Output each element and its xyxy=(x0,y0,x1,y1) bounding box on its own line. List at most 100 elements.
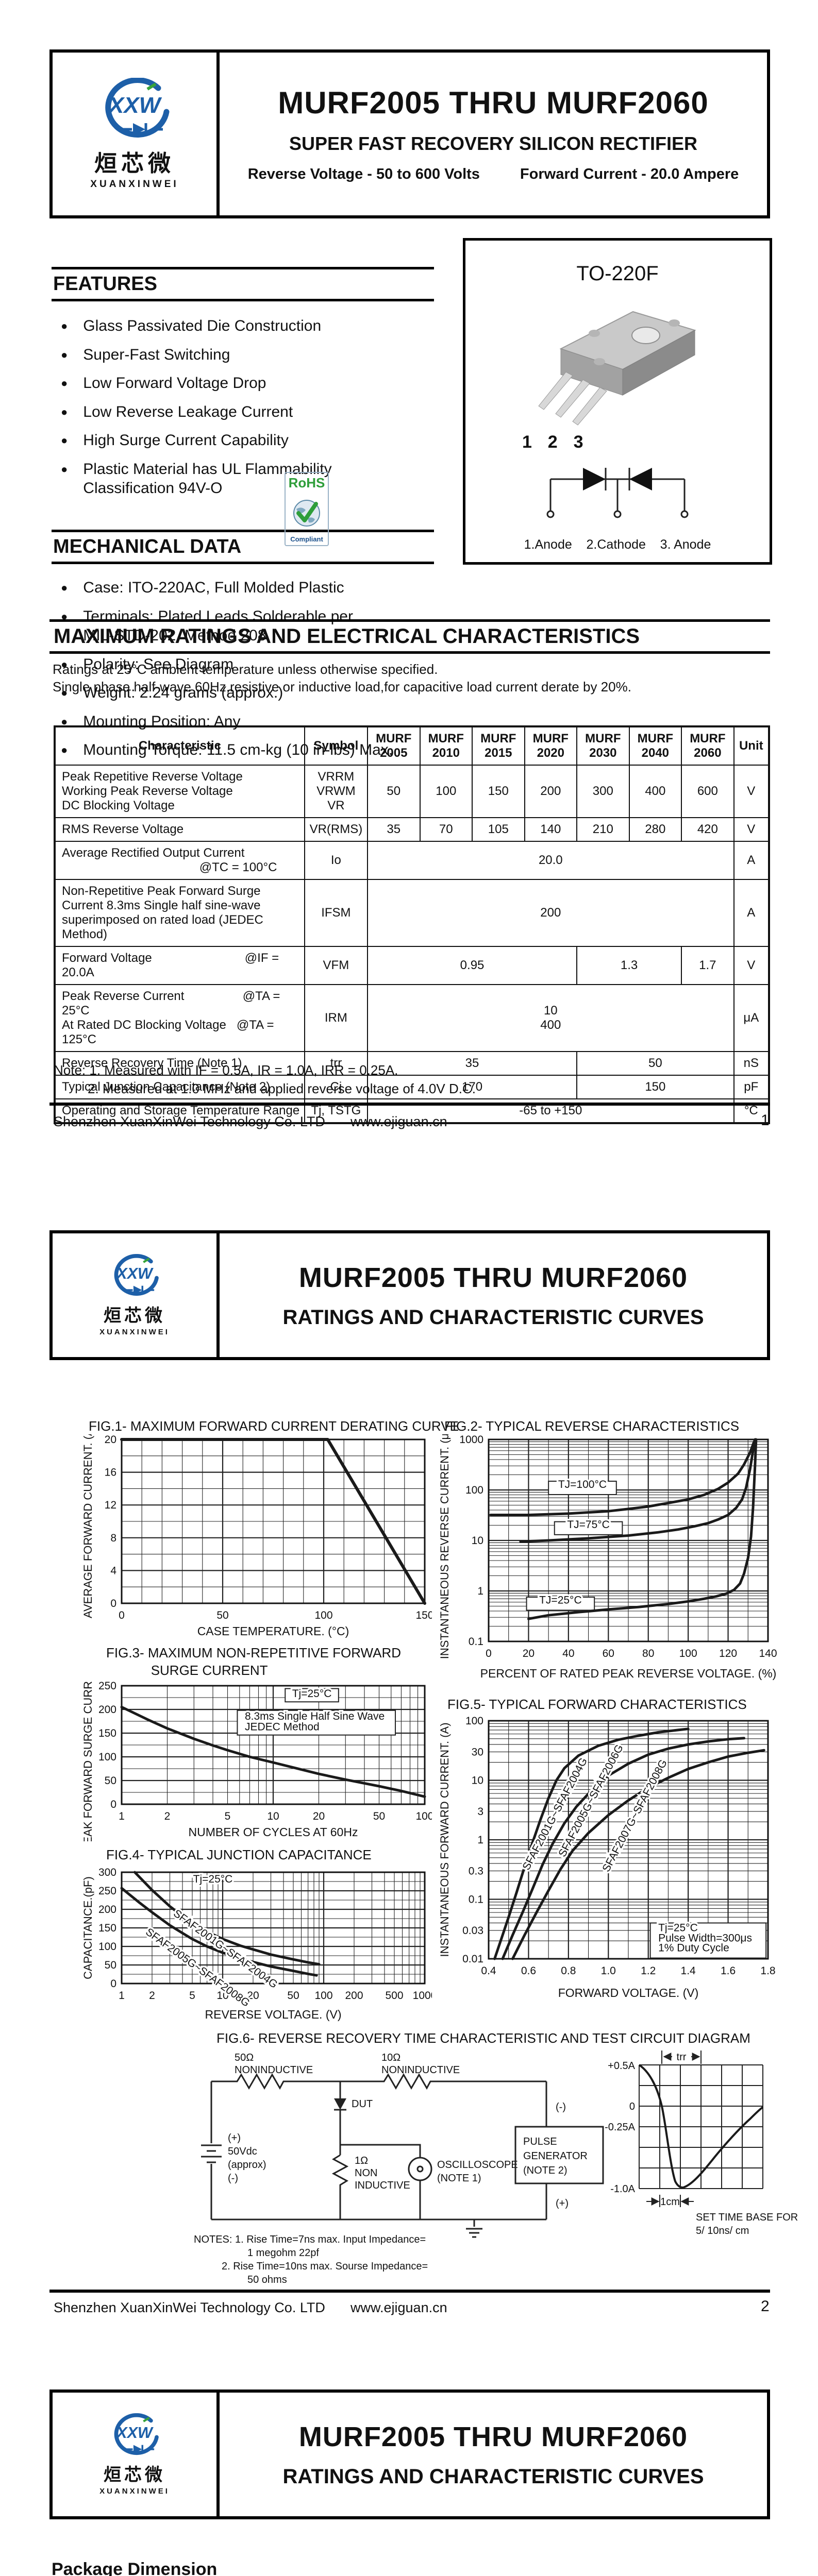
svg-text:CAPACITANCE.(pF): CAPACITANCE.(pF) xyxy=(81,1876,94,1979)
svg-text:150: 150 xyxy=(98,1922,116,1934)
svg-text:1000: 1000 xyxy=(459,1434,483,1446)
svg-text:30: 30 xyxy=(472,1746,483,1758)
col-header: MURF 2015 xyxy=(472,726,525,766)
spec-reverse-voltage: Reverse Voltage - 50 to 600 Volts xyxy=(247,166,480,182)
table-row: Reverse Recovery Time (Note 1) trr 35 50… xyxy=(54,1051,770,1076)
svg-text:140: 140 xyxy=(759,1648,777,1659)
svg-text:200: 200 xyxy=(98,1904,116,1916)
footer-company: Shenzhen XuanXinWei Technology Co. LTD xyxy=(54,2300,325,2315)
feature-item: Glass Passivated Die Construction xyxy=(61,316,442,336)
package-overview-box: TO-220F 1 2 3 1.Anode 2.Cathode 3. Anode xyxy=(463,238,772,565)
to220f-package-image xyxy=(538,311,696,426)
table-row: Peak Reverse Current @TA = 25°C At Rated… xyxy=(54,984,770,1052)
fig6-title: FIG.6- REVERSE RECOVERY TIME CHARACTERIS… xyxy=(216,2030,750,2046)
table-row: Non-Repetitive Peak Forward Surge Curren… xyxy=(54,879,770,947)
fig3-title: FIG.3- MAXIMUM NON-REPETITIVE FORWARD SU… xyxy=(106,1645,402,1678)
svg-text:TJ=75°C: TJ=75°C xyxy=(567,1519,610,1531)
table-header-row: Characteristic Symbol MURF 2005 MURF 201… xyxy=(54,726,770,766)
svg-text:100: 100 xyxy=(465,1716,483,1727)
svg-text:0.1: 0.1 xyxy=(469,1636,483,1648)
svg-text:100: 100 xyxy=(98,1751,116,1763)
pulse-gen-plus: (+) xyxy=(556,2198,569,2209)
feature-item: Plastic Material has UL Flammability Cla… xyxy=(61,460,442,498)
rohs-compliant-label: Compliant xyxy=(290,535,323,543)
feature-item: Low Reverse Leakage Current xyxy=(61,402,442,422)
footer-company: Shenzhen XuanXinWei Technology Co. LTD xyxy=(54,1114,325,1129)
table-row: Typical Junction Capacitance (Note 2) Cj… xyxy=(54,1075,770,1099)
resistor-50-label2: NONINDUCTIVE xyxy=(235,2064,313,2076)
fig6-note: 2. Rise Time=10ns max. Sourse Impedance= xyxy=(222,2261,428,2272)
rohs-label: RoHS xyxy=(288,475,325,490)
svg-text:1.0: 1.0 xyxy=(601,1965,616,1977)
footer-rule xyxy=(49,2290,770,2293)
pulse-gen-label2: GENERATOR xyxy=(523,2150,588,2162)
package-name: TO-220F xyxy=(576,262,659,285)
svg-text:1% Duty Cycle: 1% Duty Cycle xyxy=(658,1942,729,1954)
page-title: MURF2005 THRU MURF2060 xyxy=(278,86,709,120)
fig2-reverse-characteristics-chart: 0 20 40 60 80 100 120 140 0.1 1 10 100 1000 PERCENT O… xyxy=(438,1434,777,1680)
note-1: Note: 1. Measured with IF = 0.5A, IR = 1… xyxy=(54,1062,398,1078)
svg-text:5: 5 xyxy=(225,1810,231,1822)
svg-text:250: 250 xyxy=(98,1681,116,1692)
svg-text:3: 3 xyxy=(477,1806,483,1818)
svg-text:50: 50 xyxy=(105,1775,116,1787)
col-header: MURF 2030 xyxy=(576,726,630,766)
logo-mark-icon: XXW xyxy=(114,1254,159,1296)
svg-text:20: 20 xyxy=(313,1810,325,1822)
svg-text:1.6: 1.6 xyxy=(721,1965,736,1977)
svg-text:8.3ms Single Half Sine Wave: 8.3ms Single Half Sine Wave xyxy=(245,1710,385,1722)
svg-text:0.3: 0.3 xyxy=(469,1865,483,1877)
svg-text:0: 0 xyxy=(110,1978,116,1990)
resistor-1-label: 1Ω xyxy=(355,2155,368,2166)
feature-item: Low Forward Voltage Drop xyxy=(61,374,442,393)
fig3-surge-current-chart: 1 2 5 10 20 50 100 0 50 100 150 200 250 NUMBER OF CYC… xyxy=(81,1681,432,1841)
svg-text:1: 1 xyxy=(477,1834,483,1846)
svg-text:PERCENT OF RATED PEAK REVERSE: PERCENT OF RATED PEAK REVERSE VOLTAGE. (… xyxy=(480,1667,777,1680)
svg-text:5: 5 xyxy=(189,1990,195,2002)
svg-text:150: 150 xyxy=(98,1727,116,1739)
logo-chinese-name: 烜芯微 xyxy=(104,1306,165,1326)
pulse-gen-minus: (-) xyxy=(556,2102,566,2113)
ratings-condition-1: Ratings at 25°C ambient temperature unle… xyxy=(53,662,438,677)
svg-text:0.4: 0.4 xyxy=(481,1965,496,1977)
svg-text:50: 50 xyxy=(105,1959,116,1971)
col-header: MURF 2020 xyxy=(524,726,578,766)
svg-text:60: 60 xyxy=(603,1648,614,1659)
svg-text:Tj=25°C: Tj=25°C xyxy=(658,1922,698,1934)
svg-text:300: 300 xyxy=(98,1868,116,1878)
svg-text:TJ=25°C: TJ=25°C xyxy=(539,1595,582,1606)
company-logo: XXW 烜芯微 XUANXINWEI xyxy=(53,2393,220,2516)
rohs-badge: RoHS Compliant xyxy=(285,472,329,546)
svg-text:0.01: 0.01 xyxy=(462,1953,483,1965)
svg-text:2: 2 xyxy=(164,1810,171,1822)
page-number: 2 xyxy=(761,2298,770,2315)
svg-text:100: 100 xyxy=(314,1609,332,1621)
oscilloscope-label: OSCILLOSCOPE xyxy=(437,2159,518,2171)
mechanical-item: Weight: 2.24 grams (approx.) xyxy=(61,683,442,703)
logo-mark-icon: XXW xyxy=(114,2413,159,2455)
dut-label: DUT xyxy=(352,2098,373,2110)
ratings-heading: MAXIMUM RATINGS AND ELECTRICAL CHARACTER… xyxy=(49,619,770,654)
logo-letters: XXW xyxy=(115,1265,154,1282)
footer-website: www.ejiguan.cn xyxy=(350,2300,447,2315)
page3-header: XXW 烜芯微 XUANXINWEI MURF2005 THRU MURF206… xyxy=(49,2389,770,2519)
page-subtitle: RATINGS AND CHARACTERISTIC CURVES xyxy=(282,2465,704,2488)
fig1-title: FIG.1- MAXIMUM FORWARD CURRENT DERATING … xyxy=(89,1418,459,1434)
svg-text:200: 200 xyxy=(345,1990,363,2002)
svg-text:50: 50 xyxy=(216,1609,228,1621)
logo-english-name: XUANXINWEI xyxy=(99,1328,170,1336)
trr-label: trr xyxy=(677,2052,687,2063)
fig6-note: 50 ohms xyxy=(247,2274,287,2285)
resistor-1-label2: NON xyxy=(355,2167,377,2179)
pulse-gen-label1: PULSE xyxy=(523,2136,557,2147)
table-row: RMS Reverse Voltage VR(RMS) 35 70 105 14… xyxy=(54,817,770,842)
svg-text:TJ=100°C: TJ=100°C xyxy=(558,1479,607,1490)
spec-forward-current: Forward Current - 20.0 Ampere xyxy=(520,166,739,182)
page1-header: XXW 烜芯微 XUANXINWEI MURF2005 THRU MURF206… xyxy=(49,49,770,218)
col-header: MURF 2040 xyxy=(628,726,682,766)
svg-text:0: 0 xyxy=(110,1598,116,1609)
fig6-note: NOTES: 1. Rise Time=7ns max. Input Imped… xyxy=(194,2234,426,2245)
svg-text:80: 80 xyxy=(642,1648,654,1659)
wf-timebase2: 5/ 10ns/ cm xyxy=(696,2225,749,2236)
fig4-title: FIG.4- TYPICAL JUNCTION CAPACITANCE xyxy=(106,1847,372,1862)
